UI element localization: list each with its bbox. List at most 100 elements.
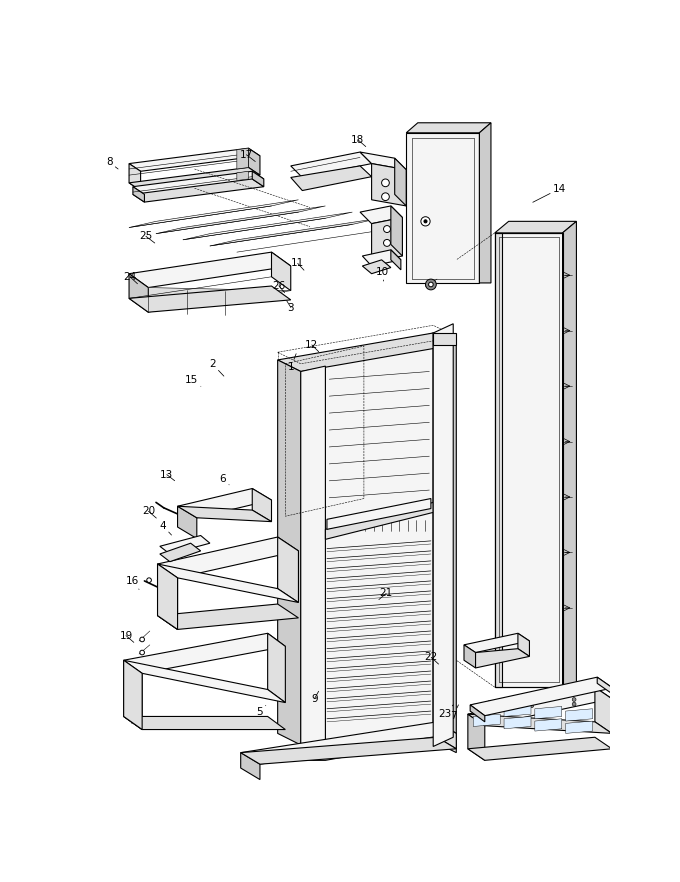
Circle shape [428,282,433,287]
Polygon shape [160,543,201,562]
Text: 12: 12 [305,340,319,352]
Circle shape [381,193,390,200]
Text: 21: 21 [379,588,393,600]
Polygon shape [473,702,500,714]
Circle shape [572,698,576,701]
Polygon shape [468,737,612,760]
Polygon shape [129,168,260,191]
Text: 16: 16 [126,576,139,589]
Polygon shape [470,705,485,721]
Text: 15: 15 [185,375,201,386]
Polygon shape [495,221,577,233]
Polygon shape [371,163,406,206]
Polygon shape [433,333,456,737]
Text: 6: 6 [220,475,229,485]
Polygon shape [437,721,456,749]
Polygon shape [391,206,403,256]
Polygon shape [301,726,456,760]
Polygon shape [158,604,299,630]
Polygon shape [133,187,144,202]
Polygon shape [433,324,453,746]
Circle shape [424,220,427,223]
Polygon shape [124,716,286,729]
Text: 1: 1 [288,354,296,372]
Polygon shape [433,333,456,345]
Polygon shape [326,333,433,745]
Text: 18: 18 [352,135,366,146]
Polygon shape [124,661,142,729]
Polygon shape [158,537,299,578]
Polygon shape [133,171,264,194]
Polygon shape [133,179,264,202]
Polygon shape [277,537,299,602]
Polygon shape [241,752,260,780]
Text: 2: 2 [209,359,224,376]
Polygon shape [535,719,562,731]
Polygon shape [464,633,530,653]
Text: 20: 20 [142,506,156,518]
Polygon shape [406,123,491,133]
Polygon shape [468,714,612,734]
Text: 3: 3 [287,301,294,312]
Polygon shape [566,721,592,734]
Polygon shape [362,250,401,266]
Text: 26: 26 [272,280,286,293]
Text: 9: 9 [311,691,319,704]
Polygon shape [371,218,403,262]
Circle shape [175,549,180,554]
Polygon shape [156,206,326,234]
Polygon shape [177,506,271,521]
Text: 23: 23 [439,705,453,719]
Circle shape [381,179,390,187]
Polygon shape [252,489,271,521]
Polygon shape [129,200,299,228]
Polygon shape [595,687,612,734]
Text: 24: 24 [124,272,137,284]
Circle shape [426,279,437,290]
Polygon shape [158,564,177,630]
Polygon shape [360,206,403,224]
Circle shape [488,706,492,709]
Polygon shape [124,661,286,703]
Circle shape [384,239,390,246]
Polygon shape [160,535,210,554]
Polygon shape [237,148,248,169]
Polygon shape [252,171,264,187]
Text: 19: 19 [120,631,134,642]
Polygon shape [495,233,503,687]
Circle shape [140,637,144,642]
Polygon shape [504,704,531,716]
Polygon shape [124,661,142,729]
Text: 25: 25 [139,231,155,243]
Polygon shape [183,212,352,240]
Polygon shape [129,273,148,312]
Polygon shape [177,506,197,539]
Polygon shape [475,648,530,668]
Polygon shape [148,288,291,312]
Polygon shape [518,633,530,656]
Polygon shape [129,148,260,171]
Polygon shape [391,250,401,270]
Circle shape [530,704,534,707]
Polygon shape [326,503,433,540]
Polygon shape [362,260,391,273]
Polygon shape [468,687,612,726]
Circle shape [147,578,152,582]
Polygon shape [394,158,406,206]
Polygon shape [291,152,371,177]
Polygon shape [210,218,379,246]
Circle shape [140,650,144,654]
Polygon shape [327,498,431,529]
Polygon shape [271,252,291,291]
Polygon shape [237,171,248,181]
Polygon shape [470,677,613,715]
Polygon shape [158,564,177,630]
Polygon shape [158,564,299,602]
Polygon shape [268,633,286,703]
Circle shape [530,699,534,703]
Circle shape [488,700,492,705]
Polygon shape [241,737,456,764]
Polygon shape [129,286,291,312]
Polygon shape [473,714,500,727]
Polygon shape [562,221,577,687]
